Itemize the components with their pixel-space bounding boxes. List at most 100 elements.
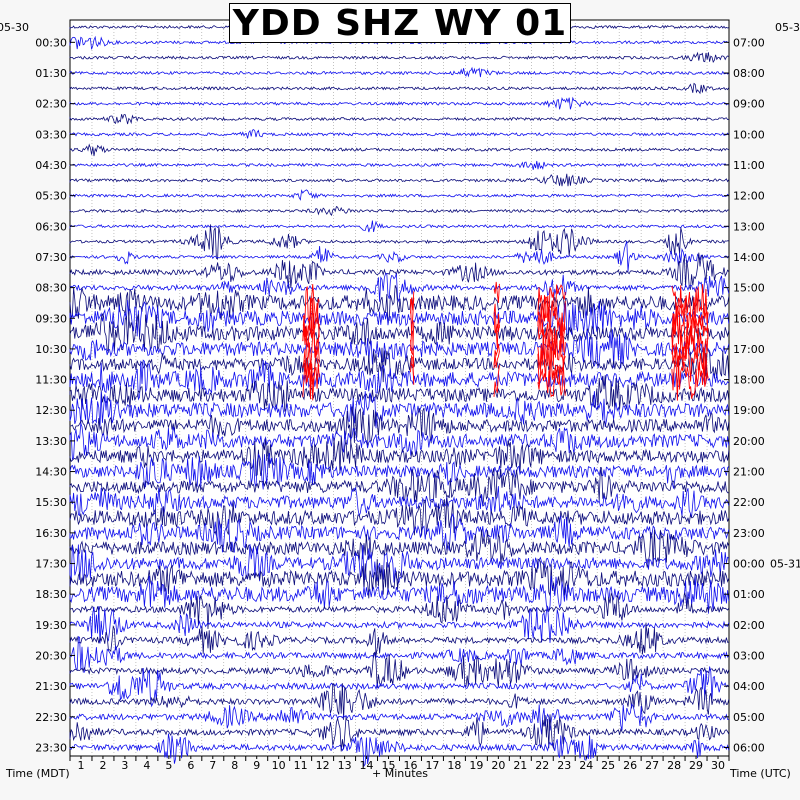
- x-tick-label: 16: [403, 759, 417, 772]
- left-time-label: 13:30: [35, 435, 67, 448]
- left-time-label: 18:30: [35, 588, 67, 601]
- trace-line: [69, 666, 730, 708]
- left-time-label: 12:30: [35, 404, 67, 417]
- left-axis-title: Time (MDT): [5, 767, 70, 780]
- trace-line: [69, 375, 730, 412]
- left-time-label: 03:30: [35, 128, 67, 141]
- x-tick-label: 18: [447, 759, 461, 772]
- trace-line: [69, 220, 730, 233]
- trace-line: [69, 224, 729, 260]
- clipped-trace: [493, 303, 500, 334]
- right-time-label: 20:00: [733, 435, 765, 448]
- trace-line: [69, 703, 729, 735]
- clipped-trace: [537, 328, 566, 370]
- x-tick-label: 6: [187, 759, 194, 772]
- trace-line: [69, 240, 730, 272]
- time-labels: 00:30 01:30 02:30 03:30 04:30 05:30 06:30 07:30…: [35, 36, 800, 754]
- left-time-label: 05:30: [35, 190, 67, 203]
- trace-line: [69, 114, 729, 125]
- x-tick-label: 24: [579, 759, 593, 772]
- trace-line: [69, 66, 730, 78]
- right-time-label: 05:00: [733, 711, 765, 724]
- trace-line: [69, 312, 730, 354]
- clipped-trace: [671, 359, 709, 401]
- clipped-trace: [537, 361, 566, 398]
- left-time-label: 08:30: [35, 282, 67, 295]
- left-time-label: 23:30: [35, 742, 67, 755]
- clipped-trace: [537, 284, 566, 323]
- right-start-date: 05-30: [775, 21, 800, 34]
- trace-line: [69, 683, 730, 720]
- x-tick-label: 29: [689, 759, 703, 772]
- right-time-label: 14:00: [733, 251, 765, 264]
- trace-line: [69, 359, 730, 401]
- x-axis-ticks: 1 2 3 4 5 6 7 8 9 10 11 12 13 14 15 16 17 18 19 20 21 22 23 24 2…: [69, 756, 730, 772]
- clipped-trace: [493, 313, 500, 349]
- x-tick-label: 17: [425, 759, 439, 772]
- x-tick-label: 3: [121, 759, 128, 772]
- trace-line: [69, 299, 730, 337]
- trace-line: [69, 529, 730, 568]
- trace-line: [69, 285, 730, 321]
- left-time-label: 10:30: [35, 343, 67, 356]
- right-time-label: 22:00: [733, 496, 765, 509]
- trace-line: [69, 189, 730, 201]
- trace-line: [69, 606, 730, 644]
- trace-line: [69, 252, 730, 290]
- trace-line: [69, 129, 730, 139]
- left-time-label: 22:30: [35, 711, 67, 724]
- trace-line: [69, 467, 729, 507]
- right-time-label: 10:00: [733, 128, 765, 141]
- trace-line: [69, 636, 730, 673]
- x-tick-label: 15: [382, 759, 396, 772]
- right-time-label: 17:00: [733, 343, 765, 356]
- clipped-trace: [410, 297, 415, 336]
- clipped-trace: [671, 297, 709, 340]
- right-time-label: 02:00: [733, 619, 765, 632]
- right-time-label: 15:00: [733, 282, 765, 295]
- trace-line: [69, 714, 730, 752]
- trace-line: [69, 143, 730, 157]
- trace-line: [69, 497, 730, 536]
- clipped-trace: [302, 313, 320, 354]
- left-time-label: 04:30: [35, 159, 67, 172]
- right-time-label: 07:00: [733, 36, 765, 49]
- right-time-label: 11:00: [733, 159, 765, 172]
- clipped-trace: [493, 343, 500, 369]
- trace-line: [69, 51, 729, 63]
- right-time-label: 16:00: [733, 312, 765, 325]
- clipped-trace: [410, 330, 415, 368]
- x-tick-label: 30: [711, 759, 725, 772]
- right-time-label: 12:00: [733, 190, 765, 203]
- trace-line: [69, 346, 730, 383]
- left-time-label: 01:30: [35, 67, 67, 80]
- trace-line: [69, 486, 730, 518]
- clipped-trace: [410, 362, 415, 382]
- left-time-label: 17:30: [35, 558, 67, 571]
- trace-line: [69, 391, 730, 429]
- x-tick-label: 2: [99, 759, 106, 772]
- x-tick-label: 26: [623, 759, 637, 772]
- right-time-label: 13:00: [733, 220, 765, 233]
- right-time-label: 06:00: [733, 742, 765, 755]
- x-tick-label: 10: [272, 759, 286, 772]
- x-tick-label: 23: [557, 759, 571, 772]
- x-tick-label: 7: [209, 759, 216, 772]
- right-axis-title: Time (UTC): [729, 767, 791, 780]
- x-tick-label: 8: [231, 759, 238, 772]
- trace-line: [69, 96, 729, 110]
- trace-line: [69, 82, 730, 95]
- left-time-label: 14:30: [35, 466, 67, 479]
- x-tick-label: 22: [535, 759, 549, 772]
- clipped-trace: [537, 344, 566, 385]
- right-time-label: 08:00: [733, 67, 765, 80]
- x-tick-label: 1: [77, 759, 84, 772]
- x-tick-label: 25: [601, 759, 615, 772]
- right-time-label: 09:00: [733, 98, 765, 111]
- left-time-label: 11:30: [35, 374, 67, 387]
- x-tick-label: 9: [253, 759, 260, 772]
- clipped-trace: [302, 360, 320, 401]
- x-tick-label: 5: [165, 759, 172, 772]
- x-tick-label: 21: [513, 759, 527, 772]
- trace-line: [69, 733, 730, 768]
